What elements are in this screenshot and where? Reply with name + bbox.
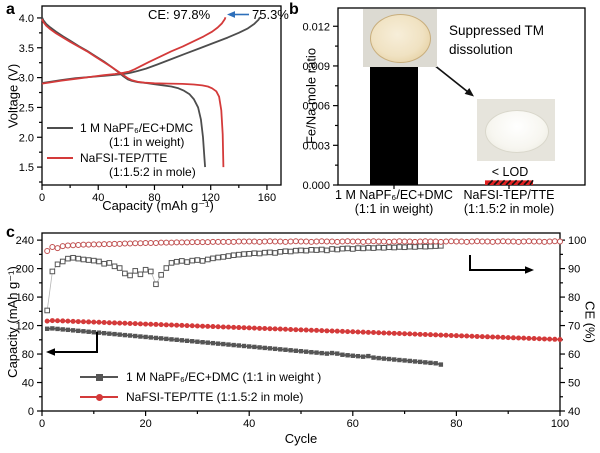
- panel-a-legend: 1 M NaPF₆/EC+DMC (1:1 in weight) NaFSI-T…: [47, 120, 196, 180]
- first-cycle-ce-annotation: 75.3%: [252, 7, 289, 22]
- svg-text:200: 200: [16, 264, 34, 276]
- svg-text:60: 60: [568, 349, 580, 361]
- suppressed-tm-annotation: Suppressed TM dissolution: [449, 23, 545, 57]
- category-label-nafsi: NaFSI-TEP/TTE: [463, 188, 555, 202]
- svg-text:80: 80: [22, 349, 34, 361]
- circle-marker-icon: [96, 393, 103, 401]
- markers-nafsi-capacity: [44, 318, 563, 343]
- svg-text:90: 90: [568, 264, 580, 276]
- svg-text:0: 0: [28, 406, 34, 418]
- panel-b-plot: 0.000 0.003 0.006 0.009 0.012: [302, 7, 586, 192]
- bar-0: [370, 63, 418, 186]
- lod-annotation: < LOD: [491, 165, 529, 179]
- legend-label: 1 M NaPF₆/EC+DMC: [80, 120, 194, 135]
- ce-axis-arrow: [469, 255, 534, 274]
- svg-text:0.000: 0.000: [302, 180, 330, 192]
- svg-text:100: 100: [551, 418, 569, 430]
- panel-label-b: b: [289, 1, 299, 18]
- panel-a-y-axis-label: Voltage (V): [5, 63, 21, 129]
- square-marker-icon: [96, 373, 103, 381]
- legend-entry: NaFSI-TEP/TTE (1:1.5:2 in mole): [80, 387, 321, 407]
- svg-text:40: 40: [92, 192, 104, 204]
- svg-text:0.003: 0.003: [302, 140, 330, 152]
- stained-separator-disc: [370, 14, 431, 63]
- gray-line-swatch: [47, 126, 73, 129]
- svg-text:4.0: 4.0: [19, 13, 34, 25]
- svg-text:100: 100: [568, 235, 586, 247]
- gray-square-swatch: [80, 372, 118, 382]
- series-nafsi-discharge: [41, 18, 225, 168]
- svg-text:2.0: 2.0: [19, 132, 34, 144]
- legend-label: NaFSI-TEP/TTE (1:1.5:2 in mole): [126, 390, 304, 404]
- svg-text:240: 240: [16, 235, 34, 247]
- category-label-carbonate: 1 M NaPF₆/EC+DMC: [335, 188, 453, 202]
- svg-text:160: 160: [16, 292, 34, 304]
- svg-text:20: 20: [139, 418, 151, 430]
- svg-text:70: 70: [568, 321, 580, 333]
- panel-c-legend: 1 M NaPF₆/EC+DMC (1:1 in weight ) NaFSI-…: [80, 367, 321, 407]
- category-sublabel-carbonate: (1:1 in weight): [354, 202, 434, 216]
- legend-entry: 1 M NaPF₆/EC+DMC: [47, 120, 196, 135]
- legend-sublabel: (1:1 in weight): [109, 135, 185, 149]
- svg-text:80: 80: [148, 192, 160, 204]
- line-nafsi-capacity: [47, 319, 561, 341]
- legend-label: NaFSI-TEP/TTE: [80, 150, 168, 165]
- svg-text:1.5: 1.5: [19, 162, 34, 174]
- svg-text:40: 40: [243, 418, 255, 430]
- svg-text:0.009: 0.009: [302, 61, 330, 73]
- svg-text:0: 0: [39, 418, 45, 430]
- svg-text:3.5: 3.5: [19, 43, 34, 55]
- panel-label-c: c: [6, 224, 15, 241]
- red-circle-swatch: [80, 392, 118, 402]
- ce-arrow: [227, 11, 249, 18]
- markers-napf6-ce: [44, 243, 444, 314]
- svg-text:0: 0: [39, 192, 45, 204]
- svg-text:0.012: 0.012: [302, 21, 330, 33]
- legend-entry: NaFSI-TEP/TTE: [47, 150, 196, 165]
- panel-b-y-axis-label: Fe/Na mole ratio: [303, 47, 319, 145]
- svg-text:40: 40: [22, 378, 34, 390]
- panel-c-plot: 0 20 40 60 80 100 0 40 80 120 160 200 240 40 50 60 70 80 9…: [16, 232, 586, 430]
- clean-separator-photo: [477, 99, 555, 161]
- svg-text:3.0: 3.0: [19, 73, 34, 85]
- markers-nafsi-ce: [44, 238, 563, 254]
- capacity-axis-arrow: [46, 332, 98, 356]
- svg-text:120: 120: [16, 321, 34, 333]
- svg-text:80: 80: [450, 418, 462, 430]
- panel-a-plot: 0 40 80 120 160 1.5 2.0 2.5 3.0 3.5 4.0: [19, 5, 282, 204]
- series-napf6-charge: [41, 16, 261, 84]
- panel-label-a: a: [6, 1, 15, 18]
- markers-napf6-capacity: [44, 326, 444, 367]
- series-nafsi-charge: [41, 16, 227, 85]
- clean-separator-disc: [485, 110, 549, 153]
- legend-sublabel: (1:1.5:2 in mole): [109, 165, 196, 179]
- svg-text:120: 120: [202, 192, 220, 204]
- panel-a-x-axis-label: Capacity (mAh g⁻¹): [102, 198, 214, 213]
- panel-c-x-axis-label: Cycle: [284, 431, 318, 446]
- svg-text:50: 50: [568, 378, 580, 390]
- legend-label: 1 M NaPF₆/EC+DMC (1:1 in weight ): [126, 370, 322, 384]
- svg-text:2.5: 2.5: [19, 102, 34, 114]
- legend-entry: 1 M NaPF₆/EC+DMC (1:1 in weight ): [80, 367, 321, 387]
- svg-text:80: 80: [568, 292, 580, 304]
- svg-text:60: 60: [347, 418, 359, 430]
- stained-separator-photo: [363, 9, 437, 67]
- category-sublabel-nafsi: (1:1.5:2 in mole): [463, 202, 555, 216]
- ce-annotation: CE: 97.8%: [148, 7, 211, 22]
- svg-text:160: 160: [258, 192, 276, 204]
- red-line-swatch: [47, 156, 73, 159]
- svg-text:40: 40: [568, 406, 580, 418]
- panel-c-left-axis-label: Capacity (mAh g⁻¹): [5, 266, 20, 378]
- panel-c-right-axis-label: CE (%): [582, 301, 598, 343]
- svg-text:0.006: 0.006: [302, 101, 330, 113]
